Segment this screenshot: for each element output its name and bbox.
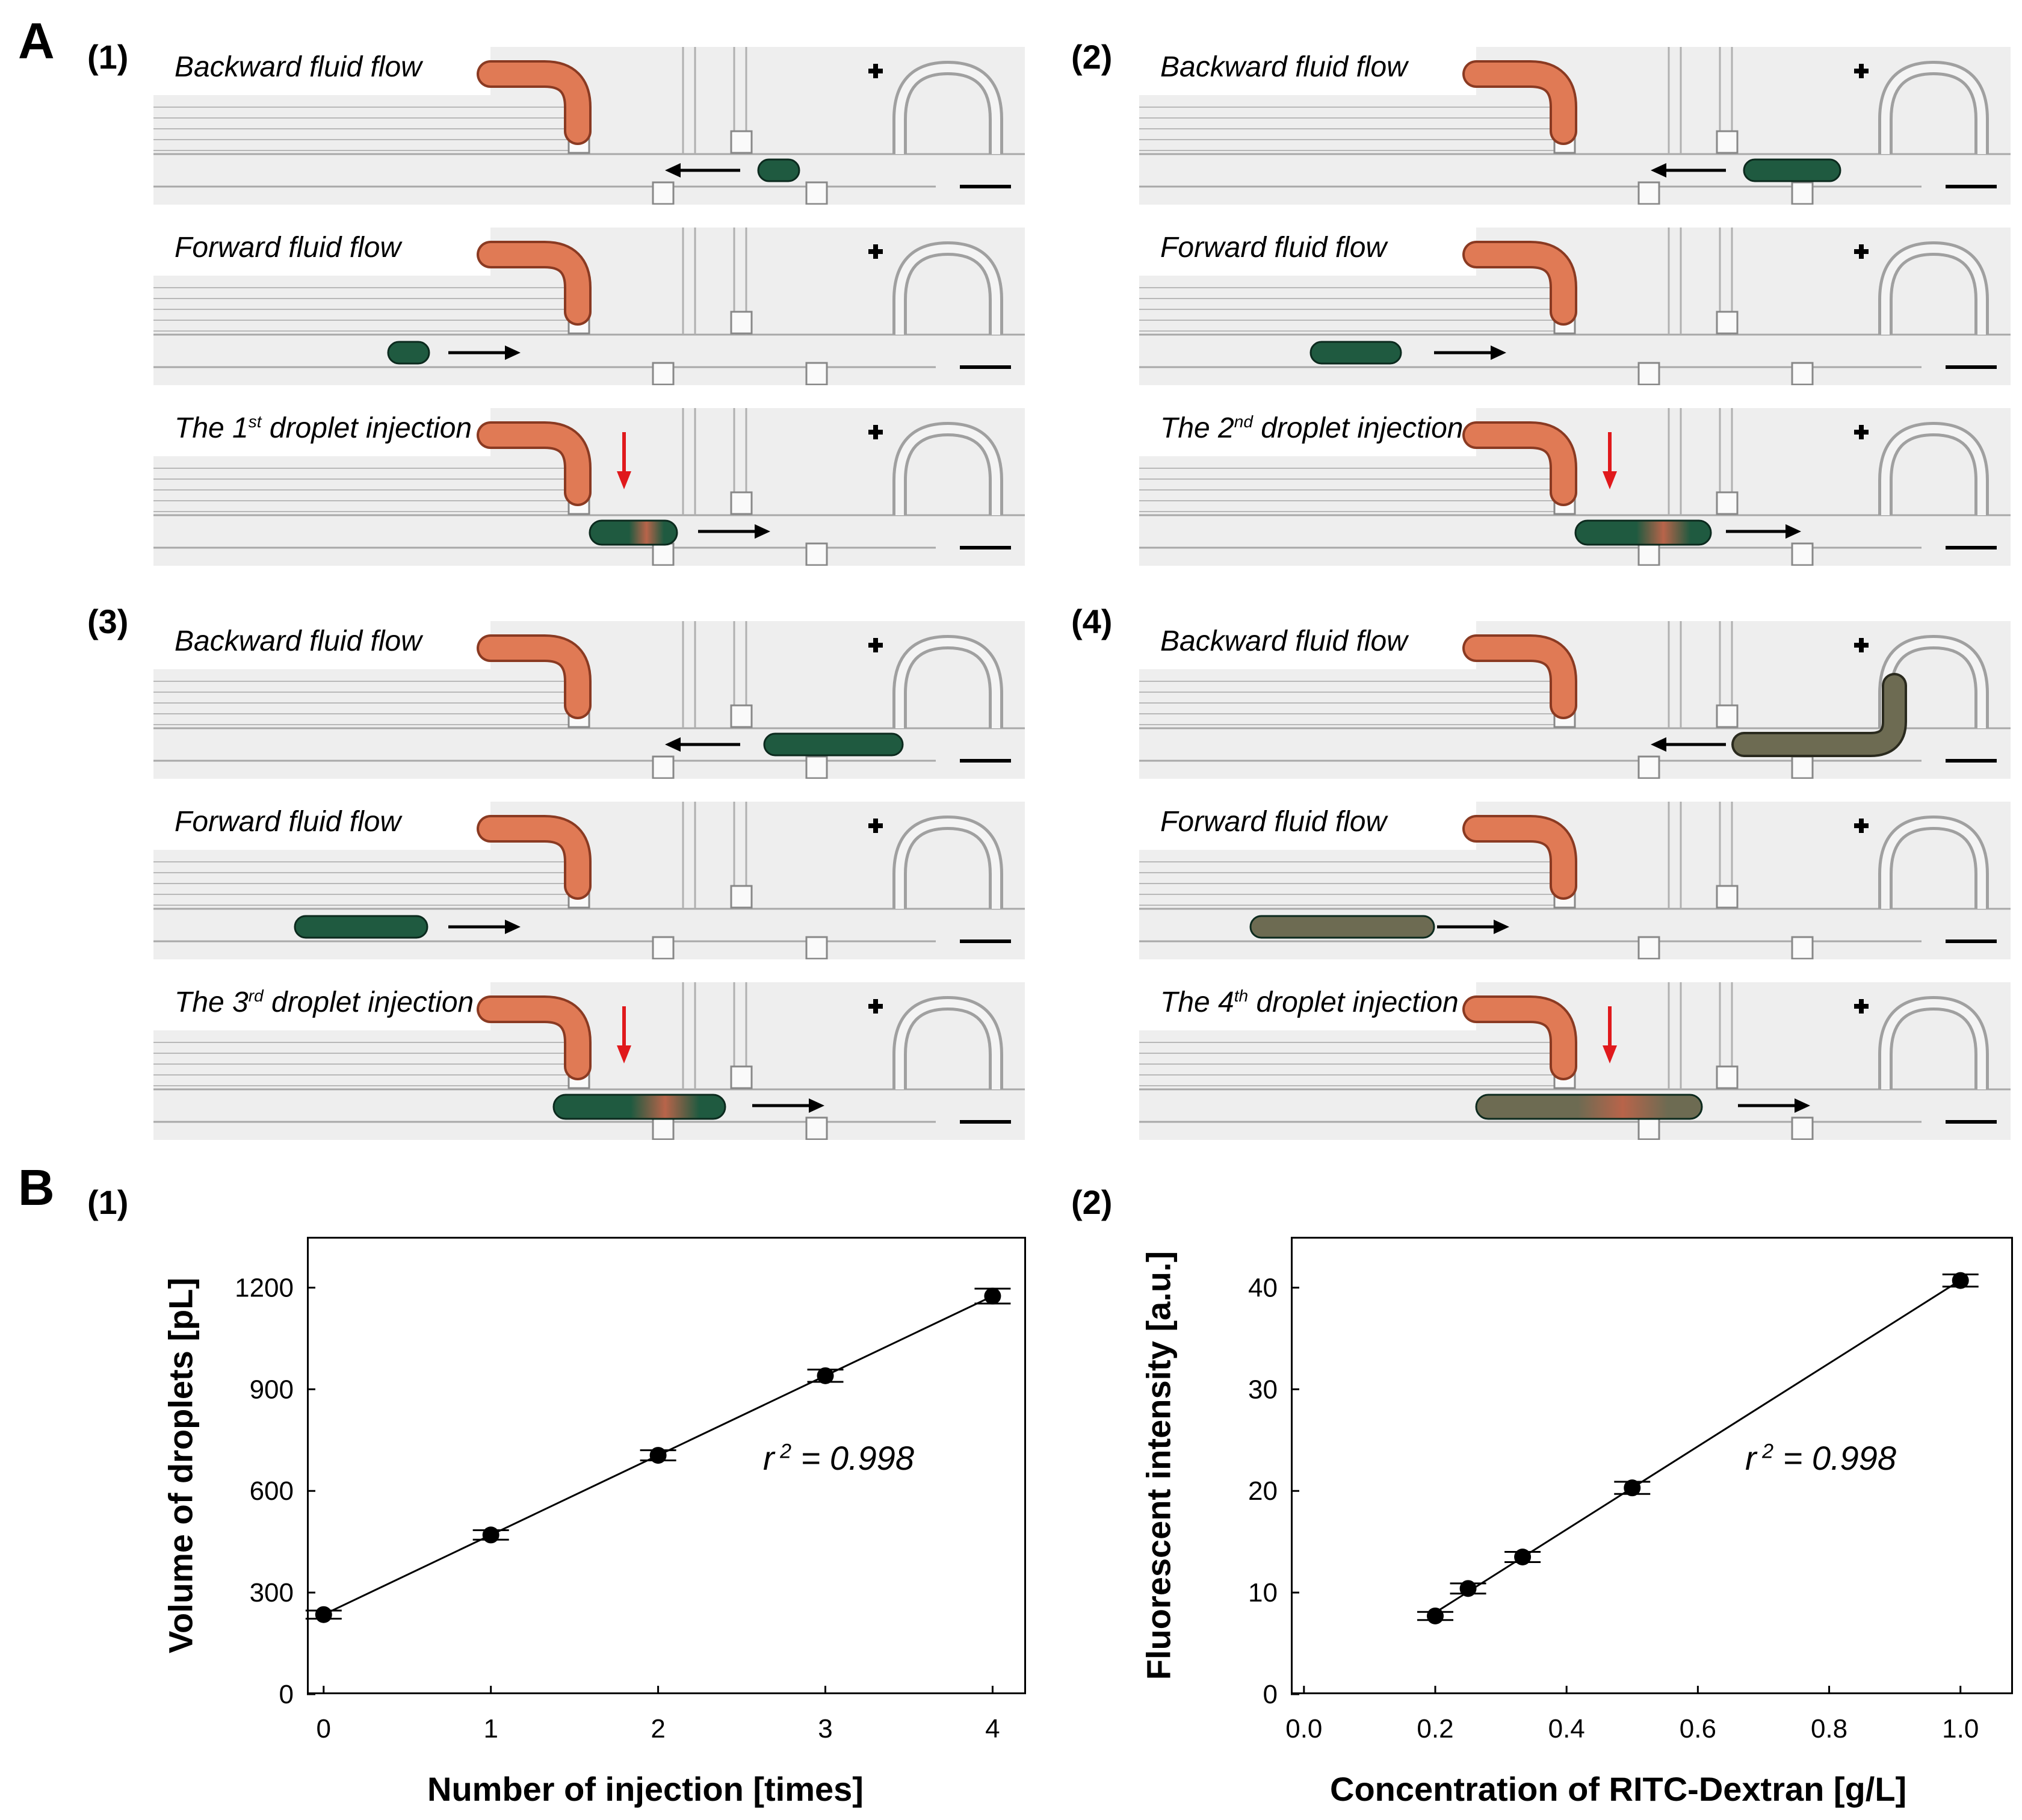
x-tick-label: 0.4: [1548, 1714, 1585, 1744]
x-tick-label: 1: [483, 1714, 498, 1744]
subpanel-label-4: (4): [1071, 602, 1113, 640]
frame-caption: Backward fluid flow: [175, 625, 422, 657]
subpanel-label-1: (1): [87, 38, 129, 76]
frame-caption: Backward fluid flow: [175, 51, 422, 83]
frame-caption: The 3rd droplet injection: [175, 986, 474, 1018]
data-point: [1514, 1549, 1532, 1565]
chart-2-r2: r 2 = 0.998: [1745, 1439, 1896, 1477]
chart-label-1: (1): [87, 1183, 129, 1221]
x-tick-label: 4: [985, 1714, 1000, 1744]
y-tick-label: 600: [250, 1476, 294, 1506]
channel-image: [1139, 408, 2011, 566]
frame-caption: Forward fluid flow: [175, 232, 401, 264]
channel-image: [153, 228, 1025, 385]
y-tick-label: 40: [1248, 1273, 1278, 1302]
frame-1-2: Forward fluid flow: [153, 228, 1025, 385]
x-tick-label: 0: [317, 1714, 331, 1744]
frame-caption: Forward fluid flow: [1160, 232, 1387, 264]
frame-3-3: The 3rd droplet injection: [153, 982, 1025, 1140]
frame-3-1: Backward fluid flow: [153, 621, 1025, 779]
panel-b-letter: B: [18, 1159, 55, 1216]
chart-2-svg: 0 10 20 30 40 0.0 0.2 0.4 0.6 0.8 1.0: [1248, 1272, 1979, 1744]
frame-caption: The 1st droplet injection: [175, 412, 472, 444]
data-point: [984, 1287, 1001, 1305]
frame-caption: Backward fluid flow: [1160, 51, 1408, 83]
y-tick-label: 900: [250, 1375, 294, 1404]
chart-1-ylabel: Volume of droplets [pL]: [161, 1277, 200, 1654]
channel-image: [1139, 802, 2011, 959]
y-tick-label: 20: [1248, 1476, 1278, 1506]
frame-4-3: The 4th droplet injection: [1139, 982, 2011, 1140]
data-point: [1952, 1272, 1969, 1289]
frame-4-1: Backward fluid flow: [1139, 621, 2011, 779]
frame-caption: The 2nd droplet injection: [1160, 412, 1464, 444]
x-tick-label: 0.0: [1285, 1714, 1322, 1744]
frame-caption: The 4th droplet injection: [1160, 986, 1459, 1018]
channel-image: [153, 621, 1025, 779]
panel-a-letter: A: [18, 13, 55, 69]
chart-1-plot-area: 0 300 600 900 1200 0 1 2 3 4: [235, 1237, 1026, 1744]
chart-2-ylabel: Fluorescent intensity [a.u.]: [1139, 1251, 1178, 1680]
data-point: [1624, 1479, 1641, 1497]
chart-1-r2: r 2 = 0.998: [763, 1439, 914, 1477]
channel-image: [153, 408, 1025, 566]
y-tick-label: 1200: [235, 1273, 294, 1302]
x-tick-label: 2: [651, 1714, 665, 1744]
data-point: [649, 1447, 667, 1464]
data-point: [1459, 1580, 1477, 1597]
channel-image: [1139, 228, 2011, 385]
channel-image: [1139, 621, 2011, 779]
y-tick-label: 0: [279, 1680, 294, 1709]
x-tick-label: 0.6: [1680, 1714, 1716, 1744]
frame-2-1: Backward fluid flow: [1139, 47, 2011, 205]
subpanel-label-2: (2): [1071, 38, 1113, 76]
channel-image: [153, 802, 1025, 959]
y-tick-label: 0: [1263, 1680, 1278, 1709]
data-point: [1427, 1607, 1444, 1624]
chart-1-svg: 0 300 600 900 1200 0 1 2 3 4: [235, 1273, 1011, 1744]
frame-1-1: Backward fluid flow: [153, 47, 1025, 205]
frame-caption: Forward fluid flow: [175, 806, 401, 838]
channel-image: [1139, 47, 2011, 205]
frame-2-3: The 2nd droplet injection: [1139, 408, 2011, 566]
channel-image: [153, 982, 1025, 1140]
y-tick-label: 10: [1248, 1578, 1278, 1608]
frame-caption: Forward fluid flow: [1160, 806, 1387, 838]
frame-1-3: The 1st droplet injection: [153, 408, 1025, 566]
channel-image: [153, 47, 1025, 205]
chart-2-plot-area: 0 10 20 30 40 0.0 0.2 0.4 0.6 0.8 1.0: [1248, 1237, 2013, 1744]
chart-1-xlabel: Number of injection [times]: [427, 1770, 864, 1808]
y-tick-label: 30: [1248, 1375, 1278, 1404]
x-tick-label: 1.0: [1942, 1714, 1979, 1744]
frame-caption: Backward fluid flow: [1160, 625, 1408, 657]
x-tick-label: 0.8: [1811, 1714, 1847, 1744]
frame-2-2: Forward fluid flow: [1139, 228, 2011, 385]
x-tick-label: 3: [818, 1714, 832, 1744]
y-tick-label: 300: [250, 1578, 294, 1608]
x-tick-label: 0.2: [1417, 1714, 1453, 1744]
data-point: [482, 1526, 499, 1544]
subpanel-label-3: (3): [87, 602, 129, 640]
data-point: [817, 1367, 834, 1384]
frame-4-2: Forward fluid flow: [1139, 802, 2011, 959]
channel-image: [1139, 982, 2011, 1140]
frame-3-2: Forward fluid flow: [153, 802, 1025, 959]
data-point: [315, 1606, 332, 1623]
chart-label-2: (2): [1071, 1183, 1113, 1221]
chart-2-xlabel: Concentration of RITC-Dextran [g/L]: [1330, 1770, 1907, 1808]
